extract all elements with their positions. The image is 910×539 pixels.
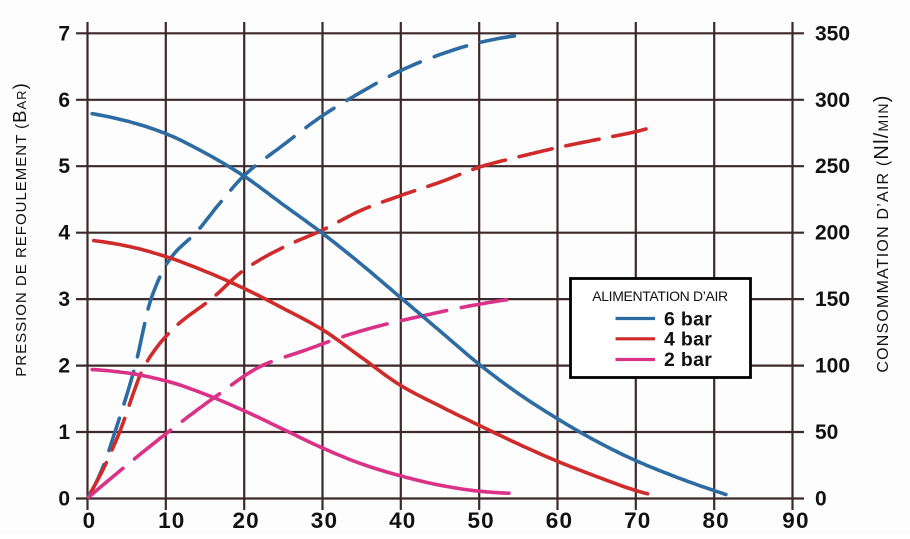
- svg-text:70: 70: [624, 508, 651, 533]
- svg-text:7: 7: [58, 22, 70, 45]
- svg-text:40: 40: [389, 508, 416, 533]
- svg-text:6 bar: 6 bar: [664, 308, 712, 330]
- svg-text:30: 30: [311, 508, 338, 533]
- svg-text:6: 6: [58, 89, 70, 112]
- svg-text:90: 90: [782, 508, 809, 533]
- svg-text:10: 10: [158, 508, 185, 533]
- svg-text:150: 150: [815, 288, 850, 311]
- svg-text:2: 2: [58, 355, 70, 378]
- svg-text:1: 1: [58, 421, 70, 444]
- svg-text:4: 4: [58, 222, 70, 245]
- svg-text:2 bar: 2 bar: [664, 349, 712, 371]
- svg-text:50: 50: [467, 508, 494, 533]
- svg-text:20: 20: [232, 508, 259, 533]
- svg-text:0: 0: [83, 508, 97, 533]
- svg-text:100: 100: [815, 355, 850, 378]
- svg-text:60: 60: [546, 508, 573, 533]
- svg-text:3: 3: [58, 288, 70, 311]
- svg-text:250: 250: [815, 155, 850, 178]
- svg-text:ALIMENTATION D’AIR: ALIMENTATION D’AIR: [592, 288, 728, 304]
- svg-text:80: 80: [702, 508, 729, 533]
- svg-text:CONSOMMATION D’AIR (Nl/MIN): CONSOMMATION D’AIR (Nl/MIN): [871, 94, 893, 372]
- svg-text:50: 50: [815, 421, 838, 444]
- svg-text:0: 0: [58, 488, 70, 511]
- svg-text:0: 0: [815, 488, 827, 511]
- svg-text:4 bar: 4 bar: [664, 329, 712, 351]
- svg-text:350: 350: [815, 22, 850, 45]
- svg-text:5: 5: [58, 155, 70, 178]
- svg-text:300: 300: [815, 89, 850, 112]
- svg-text:PRESSION DE REFOULEMENT (BAR): PRESSION DE REFOULEMENT (BAR): [9, 82, 30, 377]
- svg-text:200: 200: [815, 222, 850, 245]
